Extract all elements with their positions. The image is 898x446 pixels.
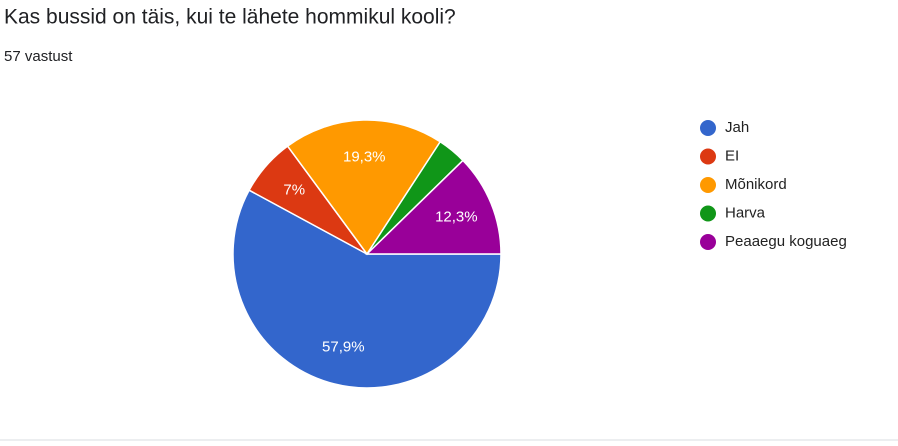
pie-slice [232,189,502,389]
legend-label: Jah [725,119,749,136]
legend-label: EI [725,147,739,164]
legend-swatch [700,120,716,136]
data-label: 7% [283,182,305,199]
pie-slice [365,159,502,255]
legend-label: Harva [725,204,766,221]
chart-title: Kas bussid on täis, kui te lähete hommik… [4,6,456,29]
data-label: 12,3% [435,209,478,226]
legend-swatch [700,205,716,222]
legend-label: Peaaegu koguaeg [725,233,847,250]
legend-label: Mõnikord [725,176,787,193]
data-label: 57,9% [322,338,365,355]
legend-swatch [700,148,716,165]
data-label: 19,3% [343,149,386,166]
legend-swatch [700,234,716,250]
pie-slice [286,119,442,256]
legend-swatch [700,177,716,193]
chart-subtitle: 57 vastust [4,48,73,65]
